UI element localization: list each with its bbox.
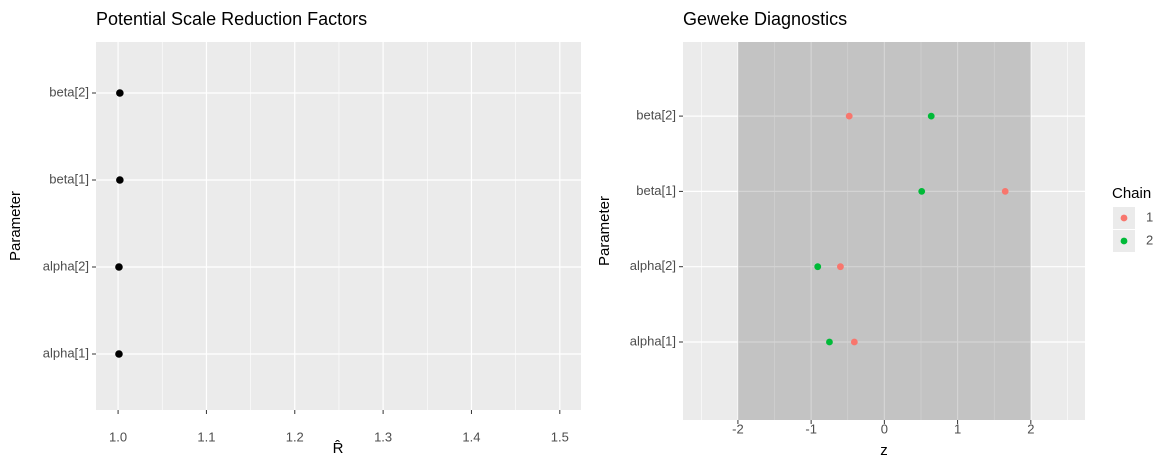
- reference-band: [737, 42, 1031, 420]
- x-tick-label: 1: [954, 421, 961, 436]
- y-tick-label: beta[2]: [49, 84, 89, 99]
- y-tick-label: alpha[2]: [43, 258, 89, 273]
- x-axis-title: z: [880, 442, 888, 459]
- point: [837, 263, 844, 271]
- x-tick-label: 0: [881, 421, 888, 436]
- legend-symbol: [1120, 237, 1128, 245]
- point: [115, 350, 123, 358]
- chart-title: Potential Scale Reduction Factors: [96, 9, 367, 29]
- point: [845, 112, 853, 120]
- point: [918, 188, 926, 195]
- point: [116, 89, 124, 97]
- y-tick-label: beta[1]: [636, 183, 676, 198]
- chart-title: Geweke Diagnostics: [683, 9, 847, 29]
- x-axis-title: R̂: [333, 439, 344, 456]
- x-tick-label: 1.5: [551, 429, 569, 444]
- x-tick-label: 1.2: [286, 429, 304, 444]
- point: [850, 338, 858, 346]
- legend-symbol: [1120, 214, 1128, 222]
- point: [927, 112, 935, 120]
- legend-title: Chain: [1112, 185, 1151, 202]
- x-tick-label: 1.1: [197, 429, 215, 444]
- point: [1001, 188, 1009, 195]
- y-tick-label: beta[2]: [636, 108, 676, 123]
- point: [116, 176, 124, 184]
- point: [814, 263, 822, 271]
- x-tick-label: 1.0: [109, 429, 127, 444]
- x-tick-label: 1.3: [374, 429, 392, 444]
- x-tick-label: -1: [805, 421, 817, 436]
- x-tick-label: -2: [732, 421, 744, 436]
- y-axis-title: Parameter: [7, 191, 24, 261]
- point: [115, 263, 123, 271]
- y-tick-label: alpha[1]: [43, 345, 89, 360]
- point: [826, 338, 833, 346]
- x-tick-label: 1.4: [462, 429, 480, 444]
- legend-label: 2: [1146, 232, 1153, 247]
- x-tick-label: 2: [1027, 421, 1034, 436]
- y-axis-title: Parameter: [596, 196, 613, 266]
- y-tick-label: beta[1]: [49, 171, 89, 186]
- legend-label: 1: [1146, 209, 1153, 224]
- y-tick-label: alpha[1]: [630, 333, 676, 348]
- panel-background: [96, 42, 581, 410]
- y-tick-label: alpha[2]: [630, 258, 676, 273]
